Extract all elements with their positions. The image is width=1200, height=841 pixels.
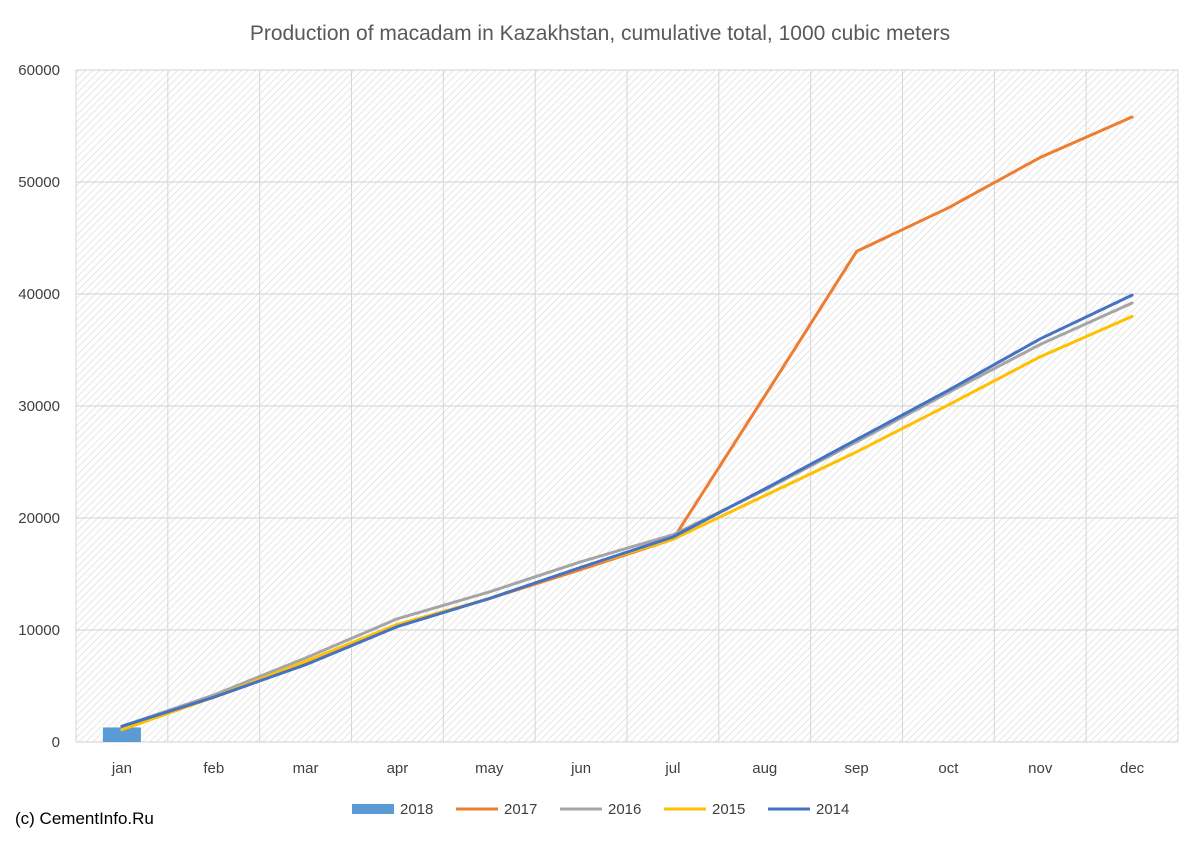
gridlines xyxy=(75,69,1179,743)
y-tick-label: 20000 xyxy=(18,510,60,527)
y-tick-label: 0 xyxy=(52,734,60,751)
x-tick-label: oct xyxy=(938,760,959,777)
x-tick-label: sep xyxy=(844,760,868,777)
credit-text: (c) CementInfo.Ru xyxy=(15,809,154,828)
y-tick-label: 50000 xyxy=(18,174,60,191)
y-tick-label: 10000 xyxy=(18,622,60,639)
y-tick-label: 40000 xyxy=(18,286,60,303)
legend-label-2017: 2017 xyxy=(504,801,537,818)
y-tick-label: 30000 xyxy=(18,398,60,415)
chart-title: Production of macadam in Kazakhstan, cum… xyxy=(250,22,950,45)
legend: 2018 2017 2016 2015 2014 xyxy=(352,801,849,818)
legend-label-2015: 2015 xyxy=(712,801,745,818)
x-tick-label: feb xyxy=(203,760,224,777)
x-tick-label: nov xyxy=(1028,760,1053,777)
x-tick-label: aug xyxy=(752,760,777,777)
bar-series xyxy=(102,727,141,742)
y-axis: 0 10000 20000 30000 40000 50000 60000 xyxy=(18,62,60,751)
x-tick-label: may xyxy=(475,760,504,777)
bar-2018-jan xyxy=(102,727,141,742)
x-tick-label: mar xyxy=(293,760,319,777)
y-tick-label: 60000 xyxy=(18,62,60,79)
x-tick-label: jul xyxy=(664,760,680,777)
legend-label-2018: 2018 xyxy=(400,801,433,818)
x-tick-label: apr xyxy=(387,760,409,777)
line-series xyxy=(120,115,1134,732)
x-tick-label: jan xyxy=(111,760,132,777)
x-tick-label: jun xyxy=(570,760,591,777)
line-2014 xyxy=(120,293,1134,728)
legend-label-2016: 2016 xyxy=(608,801,641,818)
x-axis: jan feb mar apr may jun jul aug sep oct nov dec xyxy=(111,760,1145,777)
x-tick-label: dec xyxy=(1120,760,1145,777)
line-2016 xyxy=(120,301,1134,728)
legend-swatch-2018 xyxy=(352,804,394,814)
legend-label-2014: 2014 xyxy=(816,801,849,818)
